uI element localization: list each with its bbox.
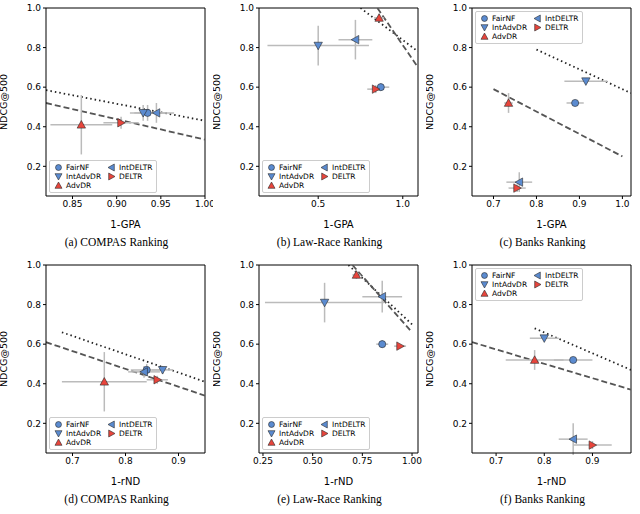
svg-text:0.2: 0.2 [453,162,467,172]
html-text:(b) Law-Race Ranking: (b) Law-Race Ranking [276,236,383,248]
svg-text:1-rND: 1-rND [324,476,354,487]
html-text:IntDELTR: IntDELTR [119,163,153,172]
svg-text:0.6: 0.6 [453,82,468,92]
svg-text:0.8: 0.8 [529,199,544,209]
html-text:IntAdvDR: IntAdvDR [492,23,528,32]
html-text:DELTR: DELTR [119,172,143,181]
svg-text:NDCG@500: NDCG@500 [213,331,222,387]
svg-text:1.00: 1.00 [402,456,422,466]
svg-text:0.8: 0.8 [453,300,468,310]
html-text:IntAdvDR: IntAdvDR [279,172,315,181]
svg-text:0.4: 0.4 [240,379,255,389]
svg-text:0.9: 0.9 [585,456,600,466]
svg-text:0.8: 0.8 [27,300,42,310]
svg-text:0.75: 0.75 [352,456,372,466]
svg-text:0.2: 0.2 [240,419,254,429]
html-text:IntAdvDR: IntAdvDR [492,280,528,289]
svg-text:1.0: 1.0 [615,199,630,209]
html-text:DELTR: DELTR [332,172,356,181]
html-text:IntDELTR: IntDELTR [332,420,366,429]
svg-text:0.7: 0.7 [486,199,500,209]
svg-text:0.50: 0.50 [303,456,323,466]
svg-text:0.6: 0.6 [27,339,42,349]
html-text:AdvDR: AdvDR [279,181,305,190]
svg-text:1-GPA: 1-GPA [323,219,353,230]
html-text:DELTR: DELTR [119,429,143,438]
html-text:(d) COMPAS Ranking: (d) COMPAS Ranking [64,493,169,505]
svg-text:1-rND: 1-rND [537,476,567,487]
svg-text:0.8: 0.8 [27,43,42,53]
html-text:AdvDR: AdvDR [66,181,92,190]
html-text:(e) Law-Race Ranking: (e) Law-Race Ranking [277,493,382,505]
svg-text:1.0: 1.0 [396,199,411,209]
svg-text:0.95: 0.95 [151,199,171,209]
svg-text:1.0: 1.0 [27,3,42,13]
html-text:IntDELTR: IntDELTR [332,163,366,172]
html-text:IntAdvDR: IntAdvDR [66,429,102,438]
svg-text:0.8: 0.8 [453,43,468,53]
svg-text:1-GPA: 1-GPA [110,219,140,230]
svg-text:NDCG@500: NDCG@500 [213,74,222,130]
html-text:IntAdvDR: IntAdvDR [279,429,315,438]
svg-text:0.7: 0.7 [65,456,79,466]
svg-text:0.9: 0.9 [572,199,587,209]
svg-text:0.8: 0.8 [240,43,255,53]
svg-text:0.2: 0.2 [27,419,41,429]
svg-text:0.9: 0.9 [171,456,186,466]
svg-text:0.2: 0.2 [240,162,254,172]
svg-text:0.25: 0.25 [253,456,273,466]
svg-text:1.0: 1.0 [453,3,468,13]
svg-text:0.4: 0.4 [240,122,255,132]
svg-text:0.4: 0.4 [453,122,468,132]
svg-text:0.85: 0.85 [62,199,82,209]
svg-text:1-rND: 1-rND [111,476,141,487]
html-text:DELTR: DELTR [545,280,569,289]
html-text:FairNF: FairNF [66,420,90,429]
html-text:IntDELTR: IntDELTR [545,14,579,23]
html-text:IntDELTR: IntDELTR [545,271,579,280]
svg-text:1-GPA: 1-GPA [536,219,566,230]
svg-text:0.4: 0.4 [27,122,42,132]
svg-text:1.00: 1.00 [195,199,213,209]
svg-text:1.0: 1.0 [27,260,42,270]
html-text:DELTR: DELTR [332,429,356,438]
html-text:IntDELTR: IntDELTR [119,420,153,429]
svg-text:0.2: 0.2 [27,162,41,172]
svg-text:0.5: 0.5 [311,199,325,209]
svg-text:0.6: 0.6 [453,339,468,349]
svg-text:0.90: 0.90 [107,199,127,209]
svg-text:0.8: 0.8 [537,456,552,466]
html-text:FairNF: FairNF [66,163,90,172]
svg-text:1.0: 1.0 [453,260,468,270]
svg-text:0.8: 0.8 [240,300,255,310]
svg-text:0.8: 0.8 [118,456,133,466]
svg-text:0.6: 0.6 [240,339,255,349]
html-text:FairNF: FairNF [279,163,303,172]
html-text:(c) Banks Ranking: (c) Banks Ranking [499,236,586,248]
html-text:IntAdvDR: IntAdvDR [66,172,102,181]
html-text:AdvDR: AdvDR [492,32,518,41]
html-text:DELTR: DELTR [545,23,569,32]
html-text:AdvDR: AdvDR [279,438,305,447]
html-text:(f) Banks Ranking: (f) Banks Ranking [500,493,585,505]
html-text:FairNF: FairNF [492,14,516,23]
svg-text:NDCG@500: NDCG@500 [8,331,9,387]
svg-text:0.6: 0.6 [240,82,255,92]
svg-text:0.2: 0.2 [453,419,467,429]
svg-text:0.6: 0.6 [27,82,42,92]
html-text:AdvDR: AdvDR [492,289,518,298]
svg-text:0.4: 0.4 [453,379,468,389]
html-text:FairNF: FairNF [279,420,303,429]
svg-text:NDCG@500: NDCG@500 [426,74,435,130]
svg-text:0.4: 0.4 [27,379,42,389]
html-text:(a) COMPAS Ranking: (a) COMPAS Ranking [64,236,169,248]
svg-text:1.0: 1.0 [240,3,255,13]
svg-text:0.7: 0.7 [489,456,503,466]
html-text:AdvDR: AdvDR [66,438,92,447]
svg-text:NDCG@500: NDCG@500 [8,74,9,130]
svg-text:1.0: 1.0 [240,260,255,270]
html-text:FairNF: FairNF [492,271,516,280]
svg-text:NDCG@500: NDCG@500 [426,331,435,387]
